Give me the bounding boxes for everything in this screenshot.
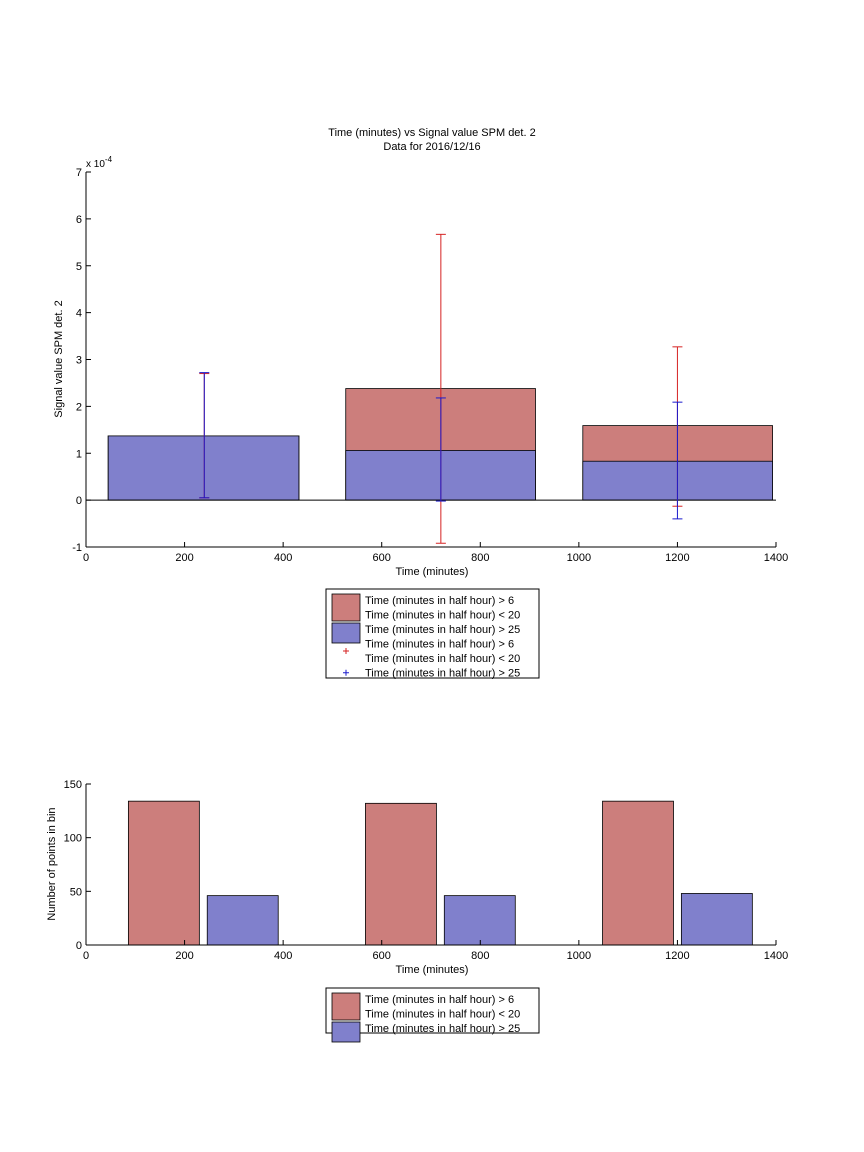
bar-red: [365, 802, 437, 946]
y-tick-label: 2: [76, 401, 82, 413]
legend-entry-label: Time (minutes in half hour) < 20: [365, 1009, 520, 1021]
legend-box: [325, 588, 540, 679]
y-tick-label: 0: [76, 495, 82, 507]
y-tick-label: 4: [76, 308, 82, 320]
legend-entry-label: Time (minutes in half hour) > 25: [365, 1023, 520, 1035]
y-tick-label: 0: [76, 940, 82, 952]
y-tick-label: -1: [72, 542, 82, 554]
legend-entry-label: Time (minutes in half hour) > 6: [365, 994, 514, 1006]
bar-blue: [443, 895, 516, 946]
x-tick-label: 0: [83, 552, 89, 564]
top-exponent-label: x 10-4: [86, 155, 113, 170]
top-exponent-power: -4: [105, 155, 113, 164]
bar-blue: [680, 893, 753, 946]
top-exponent-base: x 10: [86, 159, 105, 170]
y-tick-label: 100: [64, 833, 82, 845]
x-tick-label: 400: [274, 552, 292, 564]
legend-entry-label: Time (minutes in half hour) > 6: [365, 639, 514, 651]
x-tick-label: 1400: [764, 950, 788, 962]
top-y-axis-label: Signal value SPM det. 2: [53, 300, 65, 417]
legend-swatch-blue: [331, 1021, 361, 1043]
legend-box: [325, 987, 540, 1034]
x-tick-label: 600: [373, 552, 391, 564]
y-tick-label: 5: [76, 261, 82, 273]
top-chart-subtitle: Data for 2016/12/16: [383, 141, 480, 153]
y-tick-label: 7: [76, 167, 82, 179]
top-x-axis-label: Time (minutes): [396, 566, 469, 578]
legend-swatch-blue: [331, 622, 361, 644]
x-tick-label: 1200: [665, 552, 689, 564]
x-tick-label: 1400: [764, 552, 788, 564]
legend-entry-label: Time (minutes in half hour) > 25: [365, 668, 520, 680]
bottom-legend: Time (minutes in half hour) > 6 Time (min…: [325, 987, 540, 1043]
x-tick-label: 1200: [665, 950, 689, 962]
y-tick-label: 1: [76, 448, 82, 460]
bar-blue: [206, 895, 279, 946]
legend-entry-label: Time (minutes in half hour) > 6: [365, 595, 514, 607]
legend-entry-label: Time (minutes in half hour) > 25: [365, 624, 520, 636]
y-tick-label: 6: [76, 214, 82, 226]
x-tick-label: 1000: [567, 552, 591, 564]
x-tick-label: 800: [471, 552, 489, 564]
x-tick-label: 800: [471, 950, 489, 962]
bar-red: [602, 800, 674, 946]
bottom-x-axis-label: Time (minutes): [396, 964, 469, 976]
y-tick-label: 50: [70, 886, 82, 898]
bottom-y-axis-label: Number of points in bin: [46, 807, 58, 920]
bar-red: [127, 800, 200, 946]
legend-swatch-red: [331, 593, 361, 622]
bottom-plot-area: 0 200 400 600 800 1000 1200 1400 0 50 100 150: [64, 779, 789, 962]
x-tick-label: 0: [83, 950, 89, 962]
x-tick-label: 600: [373, 950, 391, 962]
legend-swatch-red: [331, 992, 361, 1021]
legend-entry-label: Time (minutes in half hour) < 20: [365, 653, 520, 665]
bar-blue: [107, 435, 300, 501]
bottom-chart: 0 200 400 600 800 1000 1200 1400 0 50 100 150 Time …: [46, 779, 789, 1043]
x-tick-label: 200: [175, 552, 193, 564]
y-tick-label: 3: [76, 355, 82, 367]
top-chart-title: Time (minutes) vs Signal value SPM det. …: [328, 127, 535, 139]
legend-entry-label: Time (minutes in half hour) < 20: [365, 610, 520, 622]
top-chart: Time (minutes) vs Signal value SPM det. …: [53, 127, 788, 680]
x-tick-label: 200: [175, 950, 193, 962]
x-tick-label: 1000: [567, 950, 591, 962]
x-tick-label: 400: [274, 950, 292, 962]
top-legend: Time (minutes in half hour) > 6 Time (min…: [325, 588, 540, 680]
y-tick-label: 150: [64, 779, 82, 791]
